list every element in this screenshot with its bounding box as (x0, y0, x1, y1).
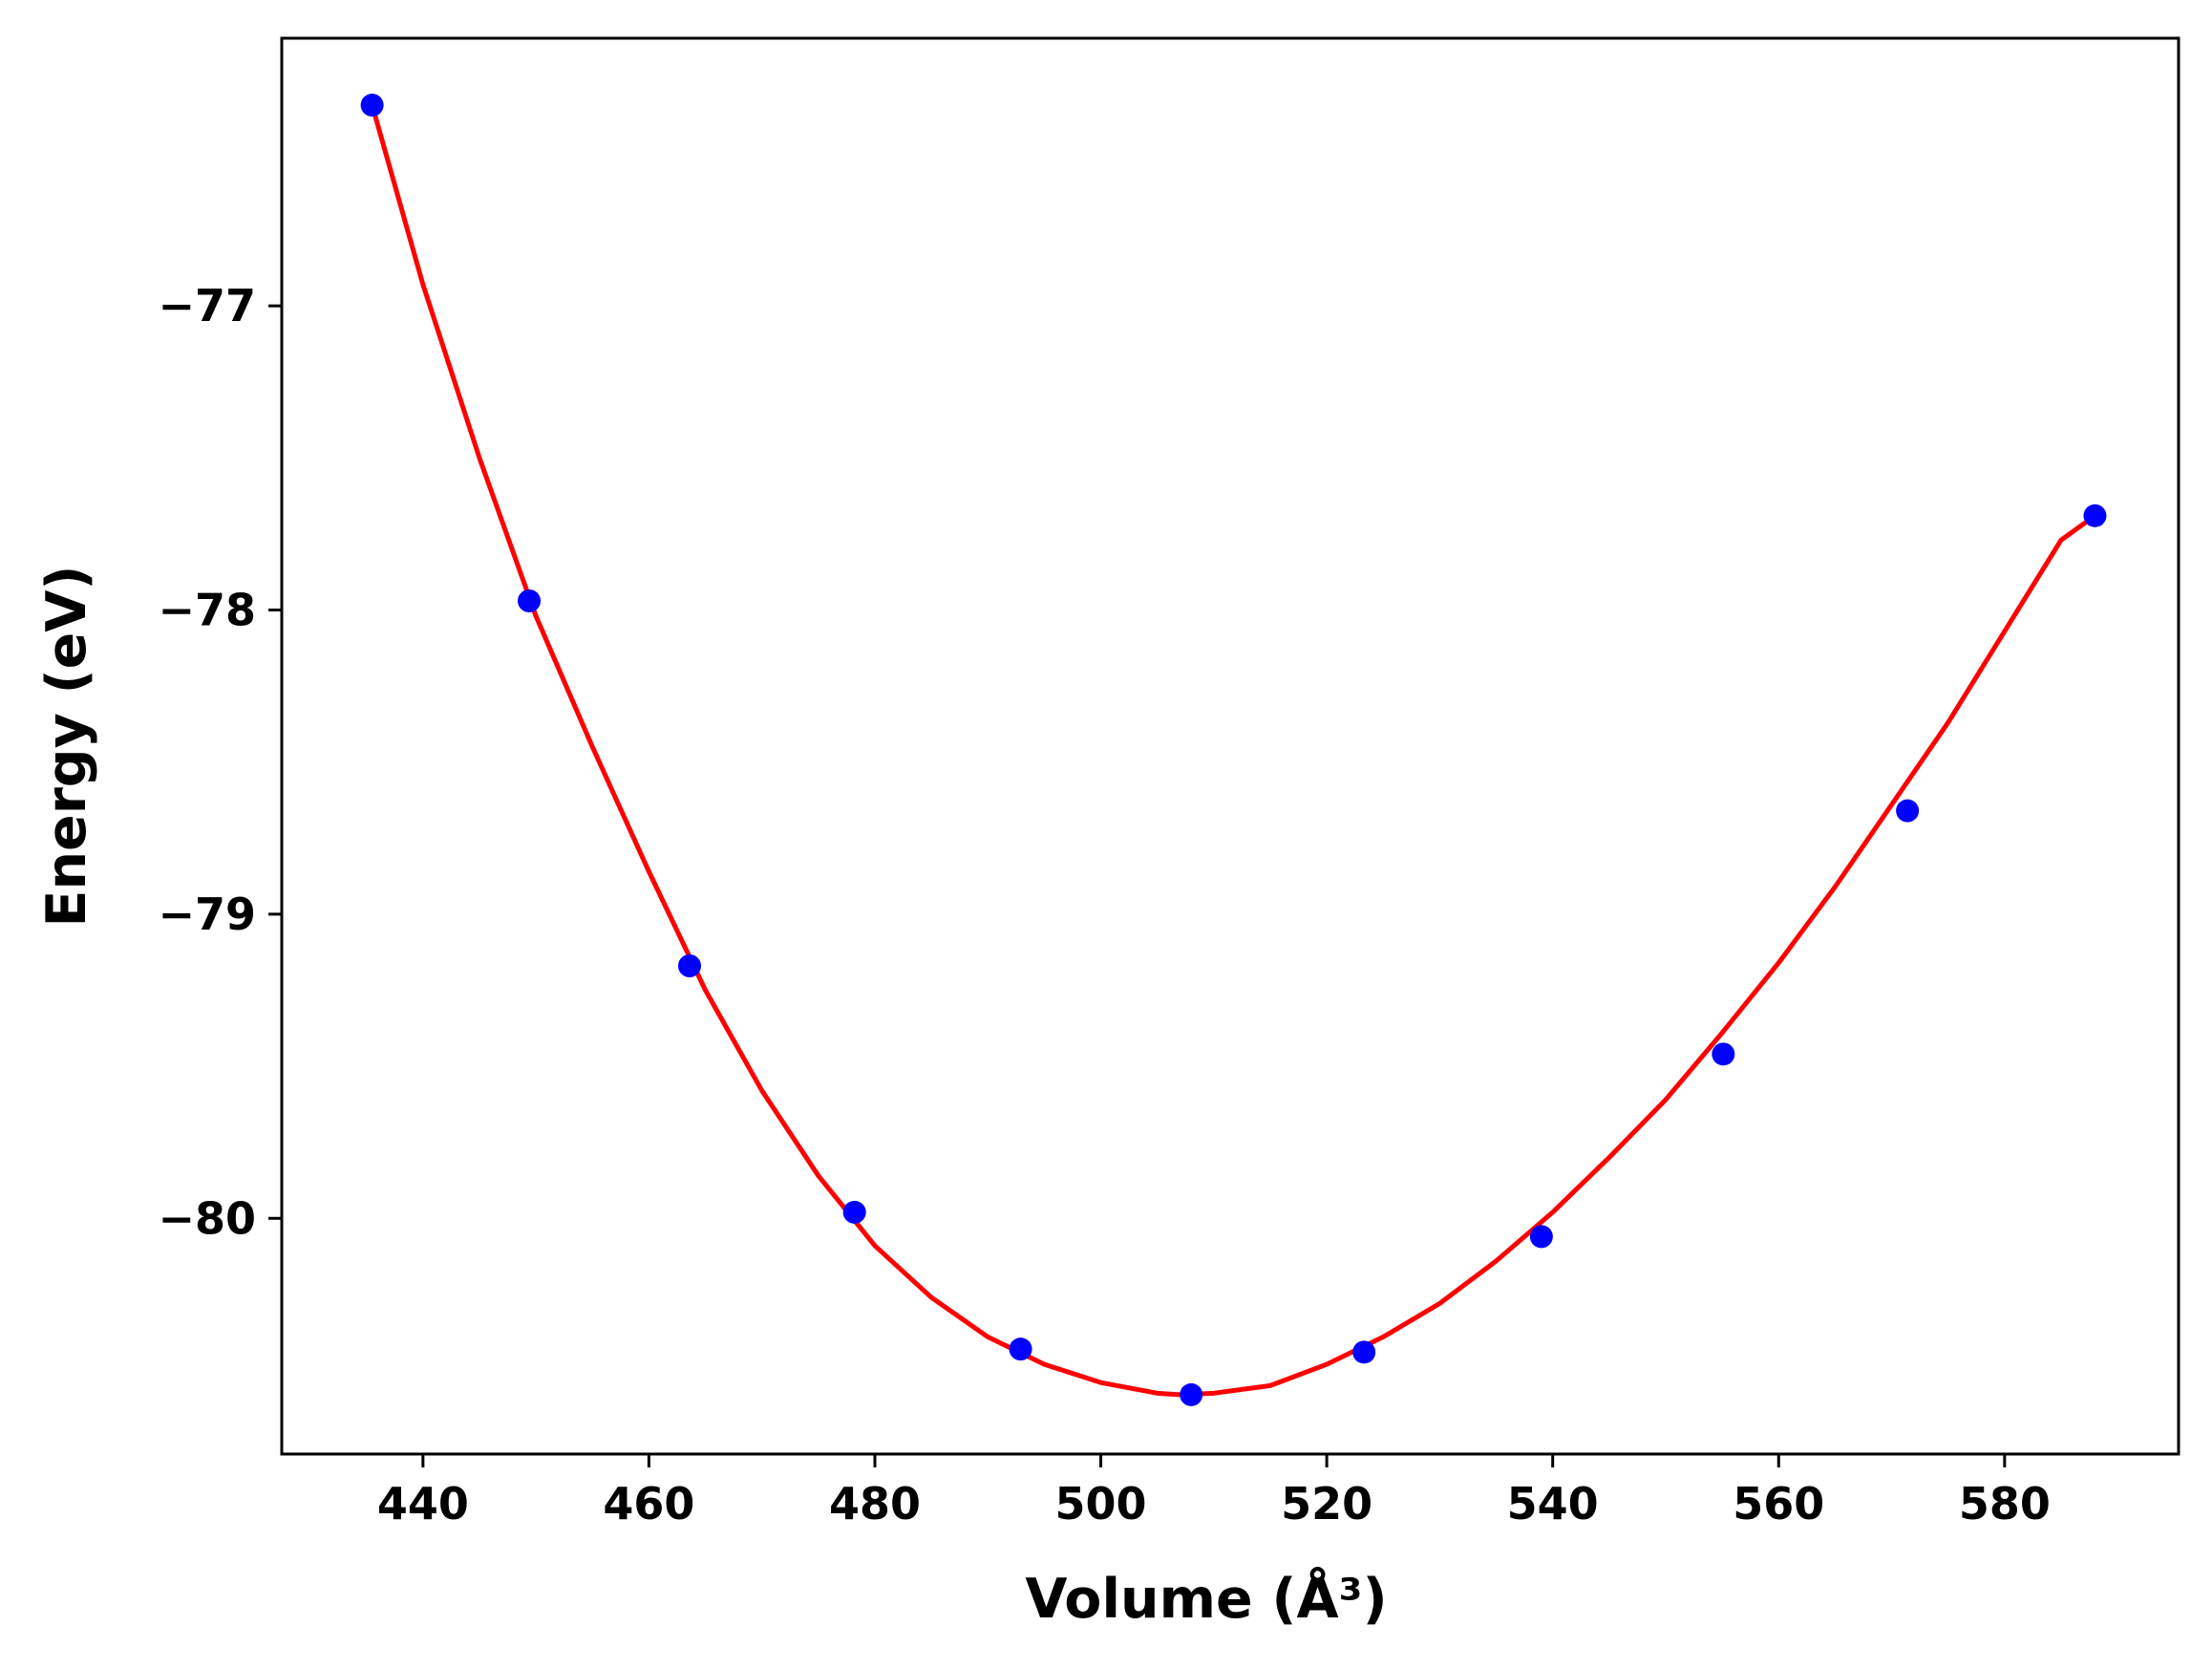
x-tick-label: 520 (1281, 1478, 1372, 1530)
plot-layer (360, 94, 2107, 1406)
x-tick-label: 480 (829, 1478, 921, 1530)
y-tick-label: −79 (158, 888, 256, 940)
data-point (2083, 503, 2107, 527)
data-point (1529, 1225, 1553, 1249)
x-tick-label: 540 (1507, 1478, 1599, 1530)
x-axis-label: Volume (Å³) (1025, 1566, 1387, 1631)
data-point (360, 94, 384, 118)
data-point (1009, 1337, 1032, 1361)
ticks-layer: 440 460 480 500 520 540 560 580 −77 −78 −79 −80 (158, 280, 2050, 1530)
data-point (1896, 799, 1920, 823)
y-tick-label: −78 (158, 585, 256, 636)
data-point (842, 1200, 866, 1224)
data-point (1180, 1382, 1203, 1406)
axes-frame (280, 36, 2180, 1456)
data-point (1352, 1340, 1376, 1364)
x-tick-label: 560 (1733, 1478, 1824, 1530)
axes-layer (280, 36, 2180, 1456)
x-tick-label: 460 (603, 1478, 694, 1530)
fit-curve-line (370, 102, 2097, 1398)
x-tick-label: 580 (1959, 1478, 2051, 1530)
y-tick-label: −80 (158, 1192, 256, 1244)
y-tick-label: −77 (158, 280, 256, 332)
x-tick-label: 440 (377, 1478, 469, 1530)
x-tick-label: 500 (1055, 1478, 1147, 1530)
data-point (678, 954, 702, 978)
y-axis-label: Energy (eV) (35, 566, 98, 928)
data-point (1712, 1042, 1735, 1066)
data-point (518, 588, 542, 612)
